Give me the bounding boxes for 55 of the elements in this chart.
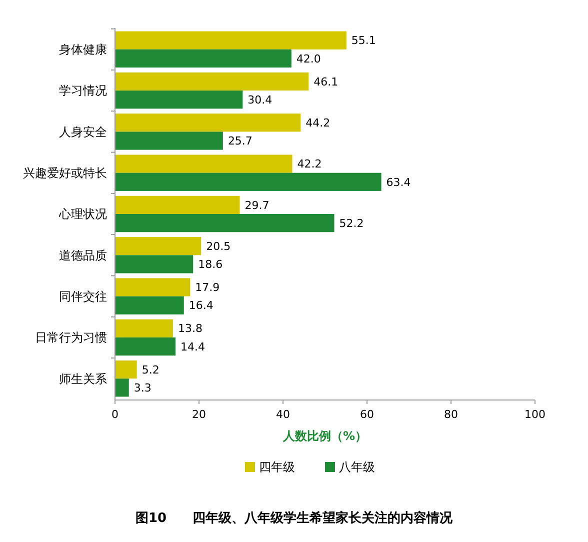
data-label: 20.5 [206,240,231,253]
x-tick-label: 0 [112,408,118,421]
y-tick-label: 道德品质 [59,248,107,262]
bar [115,72,309,91]
data-label: 5.2 [142,363,160,376]
legend-label: 八年级 [339,460,375,474]
x-tick-label: 100 [524,408,546,421]
y-tick-label: 师生关系 [59,372,107,386]
data-label: 42.0 [296,52,321,66]
bar [115,360,137,379]
bar [115,172,382,191]
bar [115,154,292,173]
data-label: 55.1 [351,34,376,48]
y-tick-label: 日常行为习惯 [35,330,107,345]
x-tick-label: 60 [360,408,374,421]
data-label: 14.4 [180,340,205,354]
data-label: 29.7 [244,198,270,212]
y-tick-label: 心理状况 [58,207,107,222]
bar [115,319,173,338]
y-tick-label: 同伴交往 [59,290,107,304]
bar [115,114,301,132]
data-label: 52.2 [339,216,364,230]
bar [115,278,190,296]
legend-label: 四年级 [259,460,295,474]
data-label: 25.7 [228,134,252,148]
data-label: 44.2 [306,116,330,130]
data-label: 42.2 [297,158,322,171]
x-tick-label: 20 [192,408,206,421]
data-label: 63.4 [386,176,411,189]
x-axis-title: 人数比例（%） [282,429,368,443]
y-tick-label: 兴趣爱好或特长 [23,166,107,180]
text: 图10 四年级、八年级学生希望家长关注的内容情况 [135,510,454,526]
bar [115,378,129,397]
x-tick-label: 40 [276,408,290,421]
bar [115,90,243,109]
bar [115,49,292,68]
data-label: 17.9 [195,281,220,294]
y-tick-label: 人身安全 [59,124,107,139]
data-label: 3.3 [134,382,152,395]
data-label: 18.6 [198,258,223,272]
bar [115,296,184,314]
bar [115,132,223,150]
bar [115,214,334,232]
data-label: 46.1 [314,75,338,88]
bar [115,196,240,214]
y-tick-label: 身体健康 [59,42,107,57]
bar [115,255,194,274]
data-label: 30.4 [248,93,272,106]
bar [115,337,176,356]
y-tick-label: 学习情况 [59,84,107,98]
data-label: 13.8 [178,322,202,336]
x-tick-label: 80 [444,408,458,421]
bar [115,31,346,50]
bar [115,237,202,256]
data-label: 16.4 [188,299,214,312]
